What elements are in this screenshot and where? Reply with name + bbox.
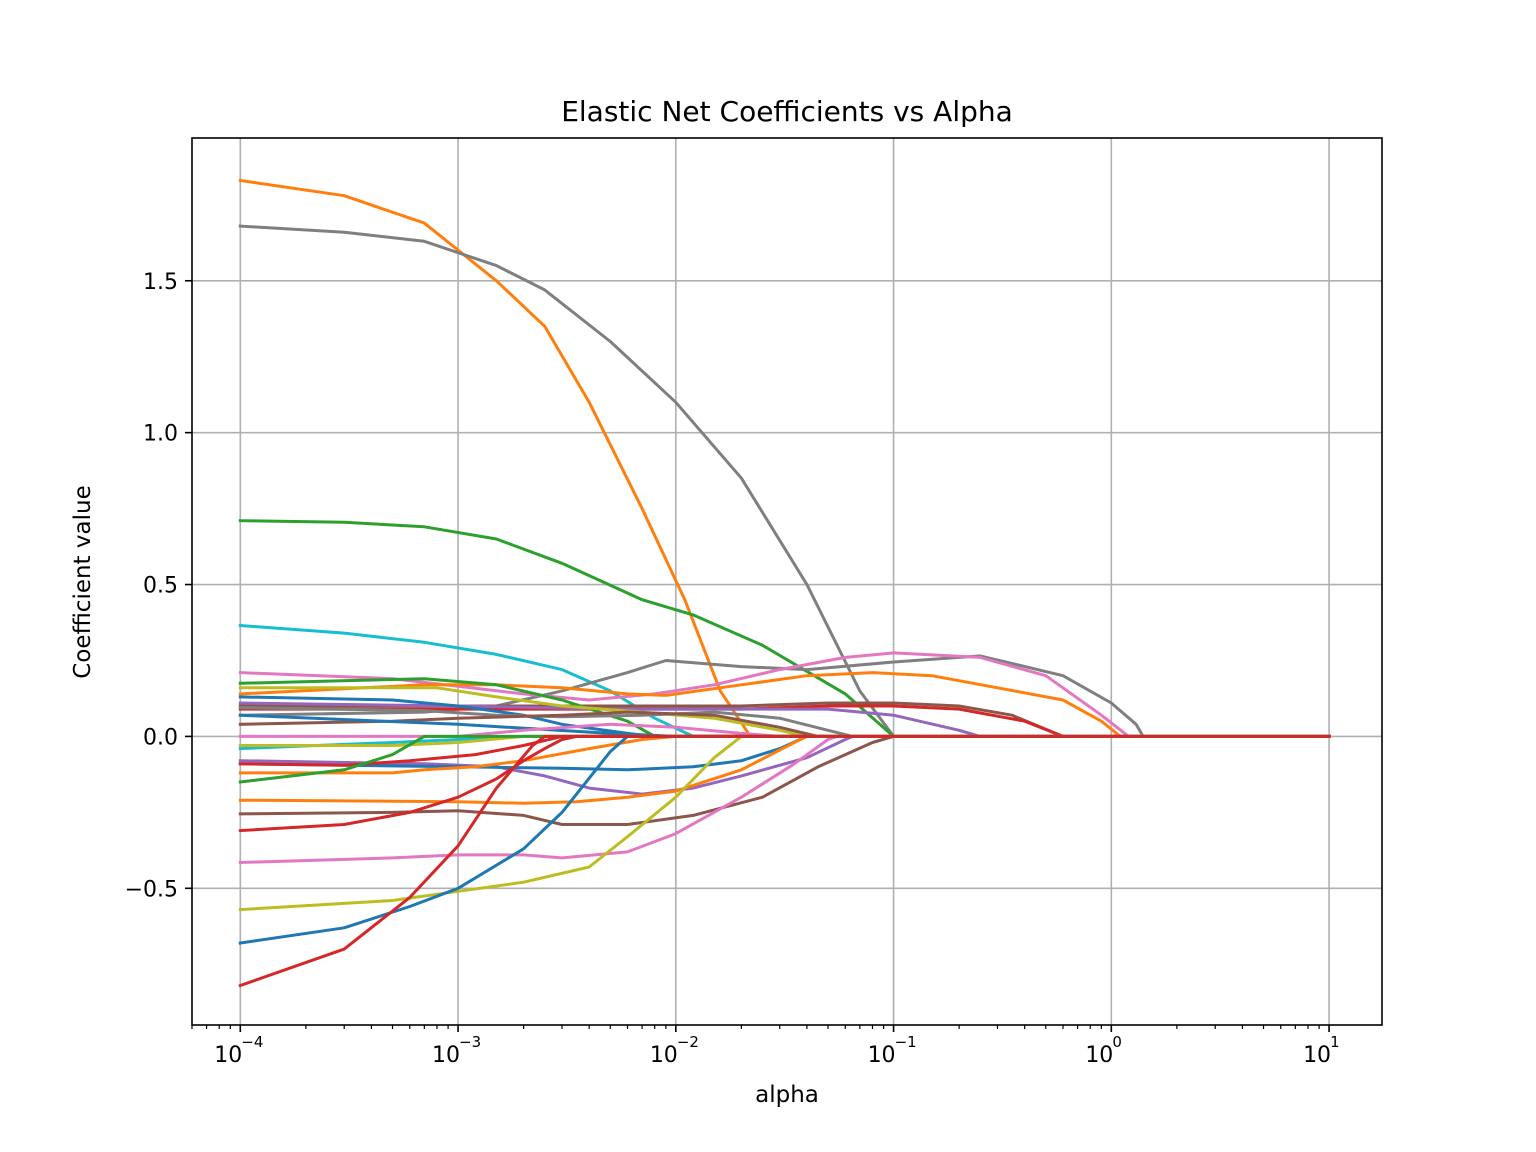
series-line-4 [238,623,1331,738]
series-line-9 [238,704,1331,738]
series-line-2 [238,224,1331,738]
x-axis-label: alpha [755,1082,819,1108]
series-line-7 [238,671,1331,738]
series-line-10 [238,701,1331,738]
x-tick-label-exponent: −2 [677,1033,699,1051]
x-tick-label: 10 [650,1043,678,1068]
plot-frame [191,137,1383,1026]
x-tick-label: 10 [432,1043,460,1068]
series-line-30 [238,734,1331,945]
y-tick-label: 0.5 [143,574,178,599]
y-tick-label: 0.0 [143,725,178,750]
y-tick-label: −0.5 [125,877,178,902]
x-tick-label-exponent: −4 [241,1033,263,1051]
series-line-29 [238,734,1331,912]
series-line-15 [238,710,1331,738]
x-tick-label-exponent: 0 [1112,1033,1122,1051]
x-tick-label-exponent: −1 [895,1033,917,1051]
series-line-6 [238,651,1331,738]
x-tick-label: 10 [214,1043,242,1068]
chart-title: Elastic Net Coefficients vs Alpha [561,95,1013,128]
series-line-1 [238,178,1331,738]
x-tick-label: 10 [868,1043,896,1068]
series-line-25 [238,734,1331,805]
x-tick-label: 10 [1303,1043,1331,1068]
y-tick-label: 1.5 [143,270,178,295]
series-line-26 [238,734,1331,826]
y-axis-label: Coefficient value [70,485,96,678]
series-line-3 [238,519,1331,738]
series-line-28 [238,734,1331,865]
grid-lines [192,138,1382,1025]
x-tick-label-exponent: 1 [1330,1033,1340,1051]
x-tick-label-exponent: −3 [459,1033,481,1051]
series-line-31 [238,734,1331,988]
x-tick-label: 10 [1085,1043,1113,1068]
series-lines [238,178,1331,988]
y-tick-label: 1.0 [143,422,178,447]
